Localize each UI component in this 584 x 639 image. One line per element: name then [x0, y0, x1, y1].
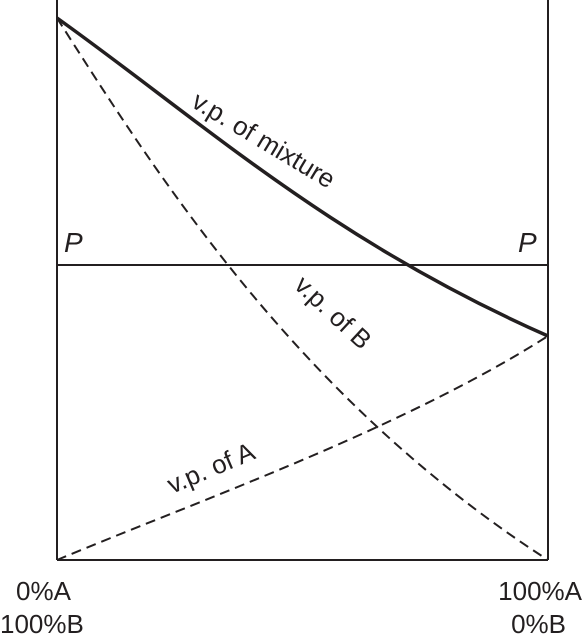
a-vp-curve: [56, 335, 549, 561]
left-top-composition-label: 0%A: [16, 576, 72, 606]
pressure-label-right: P: [518, 227, 537, 258]
left-bottom-composition-label: 100%B: [0, 609, 84, 639]
pressure-label-left: P: [64, 227, 83, 258]
right-top-composition-label: 100%A: [498, 576, 582, 606]
right-bottom-composition-label: 0%B: [511, 609, 566, 639]
b-curve-label: v.p. of B: [289, 269, 378, 355]
a-curve-label: v.p. of A: [163, 436, 260, 500]
mixture-vp-curve: [55, 16, 549, 338]
b-vp-curve: [56, 17, 549, 561]
mixture-curve-label: v.p. of mixture: [187, 85, 341, 194]
